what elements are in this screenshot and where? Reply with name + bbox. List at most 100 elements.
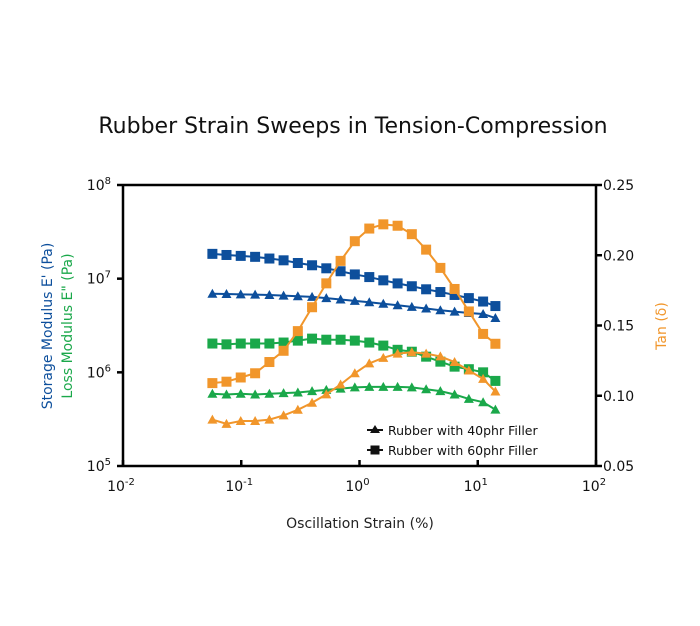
legend: Rubber with 40phr Filler Rubber with 60p… <box>367 423 538 458</box>
data-point-triangle <box>278 388 289 398</box>
data-point-square <box>449 283 460 294</box>
data-point-triangle <box>349 382 360 392</box>
data-point-triangle <box>250 289 261 299</box>
data-point-triangle <box>490 313 501 323</box>
data-point-square <box>207 378 218 389</box>
data-point-square <box>250 368 261 379</box>
series-tan-square <box>207 219 501 389</box>
data-point-square <box>378 275 389 286</box>
data-point-triangle <box>250 416 261 426</box>
data-point-square <box>307 302 318 313</box>
data-point-triangle <box>421 303 432 313</box>
data-point-square <box>349 269 360 280</box>
data-point-square <box>490 301 501 312</box>
data-point-square <box>435 287 446 298</box>
data-point-square <box>250 338 261 349</box>
data-point-triangle <box>250 389 261 399</box>
data-point-square <box>449 289 460 300</box>
data-point-triangle <box>335 294 346 304</box>
legend-item-40phr: Rubber with 40phr Filler <box>367 423 538 438</box>
data-point-square <box>364 337 375 348</box>
x-tick-label: 10-1 <box>225 477 253 495</box>
data-point-square <box>264 338 275 349</box>
data-point-square <box>235 250 246 261</box>
data-point-triangle <box>463 365 474 375</box>
data-point-square <box>321 263 332 274</box>
data-point-triangle <box>435 386 446 396</box>
y-right-tick-label: 0.20 <box>603 248 634 264</box>
y-right-tick-label: 0.05 <box>603 459 634 475</box>
data-point-triangle <box>449 389 460 399</box>
data-point-triangle <box>321 389 332 399</box>
data-point-triangle <box>421 348 432 358</box>
data-point-triangle <box>449 306 460 316</box>
data-point-triangle <box>207 414 218 424</box>
data-point-square <box>307 260 318 271</box>
y-left-label-storage: Storage Modulus E' (Pa) <box>40 243 56 410</box>
data-point-square <box>421 284 432 295</box>
data-point-square <box>221 249 232 260</box>
series-tan-triangle <box>207 347 501 428</box>
data-point-square <box>435 356 446 367</box>
legend-label-40phr: Rubber with 40phr Filler <box>388 423 538 438</box>
y-left-tick-label: 105 <box>87 457 111 475</box>
legend-item-60phr: Rubber with 60phr Filler <box>367 443 538 458</box>
data-point-triangle <box>235 388 246 398</box>
series-storage-triangle <box>207 288 501 323</box>
data-point-triangle <box>307 397 318 407</box>
data-point-triangle <box>349 368 360 378</box>
data-point-triangle <box>235 289 246 299</box>
data-point-triangle <box>490 386 501 396</box>
data-point-triangle <box>478 373 489 383</box>
data-point-square <box>292 257 303 268</box>
data-point-square <box>490 375 501 386</box>
series-loss-triangle <box>207 381 501 414</box>
data-point-square <box>378 219 389 230</box>
data-point-triangle <box>278 410 289 420</box>
data-point-triangle <box>264 388 275 398</box>
data-point-square <box>364 272 375 283</box>
data-point-triangle <box>278 290 289 300</box>
data-point-triangle <box>406 382 417 392</box>
data-point-square <box>221 339 232 350</box>
data-point-square <box>235 338 246 349</box>
data-point-square <box>463 293 474 304</box>
data-point-square <box>349 236 360 247</box>
data-point-square <box>378 340 389 351</box>
data-point-triangle <box>292 404 303 414</box>
data-point-triangle <box>490 404 501 414</box>
data-point-square <box>278 337 289 348</box>
data-point-square <box>421 244 432 255</box>
y-right-tick-label: 0.25 <box>603 178 634 194</box>
data-point-triangle <box>207 288 218 298</box>
data-point-square <box>406 281 417 292</box>
data-point-square <box>478 367 489 378</box>
data-point-triangle <box>478 308 489 318</box>
data-point-square <box>207 248 218 259</box>
data-point-triangle <box>207 388 218 398</box>
data-point-square <box>221 376 232 387</box>
y-right-label-tan: Tan (δ) <box>654 302 670 351</box>
data-point-triangle <box>364 358 375 368</box>
y-left-tick-label: 108 <box>87 176 111 194</box>
data-point-triangle <box>264 414 275 424</box>
data-point-triangle <box>435 351 446 361</box>
axes: 10-2 10-1 100 101 102 105 106 107 108 0.05 0.10 0.1… <box>87 176 634 495</box>
data-point-triangle <box>235 416 246 426</box>
data-point-triangle <box>364 381 375 391</box>
data-point-square <box>264 357 275 368</box>
data-point-triangle <box>307 386 318 396</box>
x-axis-label: Oscillation Strain (%) <box>286 516 434 532</box>
y-left-tick-label: 106 <box>87 363 111 381</box>
x-tick-label: 102 <box>582 477 606 495</box>
data-point-triangle <box>221 289 232 299</box>
chart-title: Rubber Strain Sweeps in Tension-Compress… <box>98 114 607 139</box>
data-point-square <box>478 328 489 339</box>
data-point-square <box>278 255 289 266</box>
x-tick-label: 100 <box>345 477 369 495</box>
data-point-square <box>335 266 346 277</box>
data-point-square <box>478 296 489 307</box>
series-layer <box>207 219 501 428</box>
data-point-triangle <box>307 291 318 301</box>
